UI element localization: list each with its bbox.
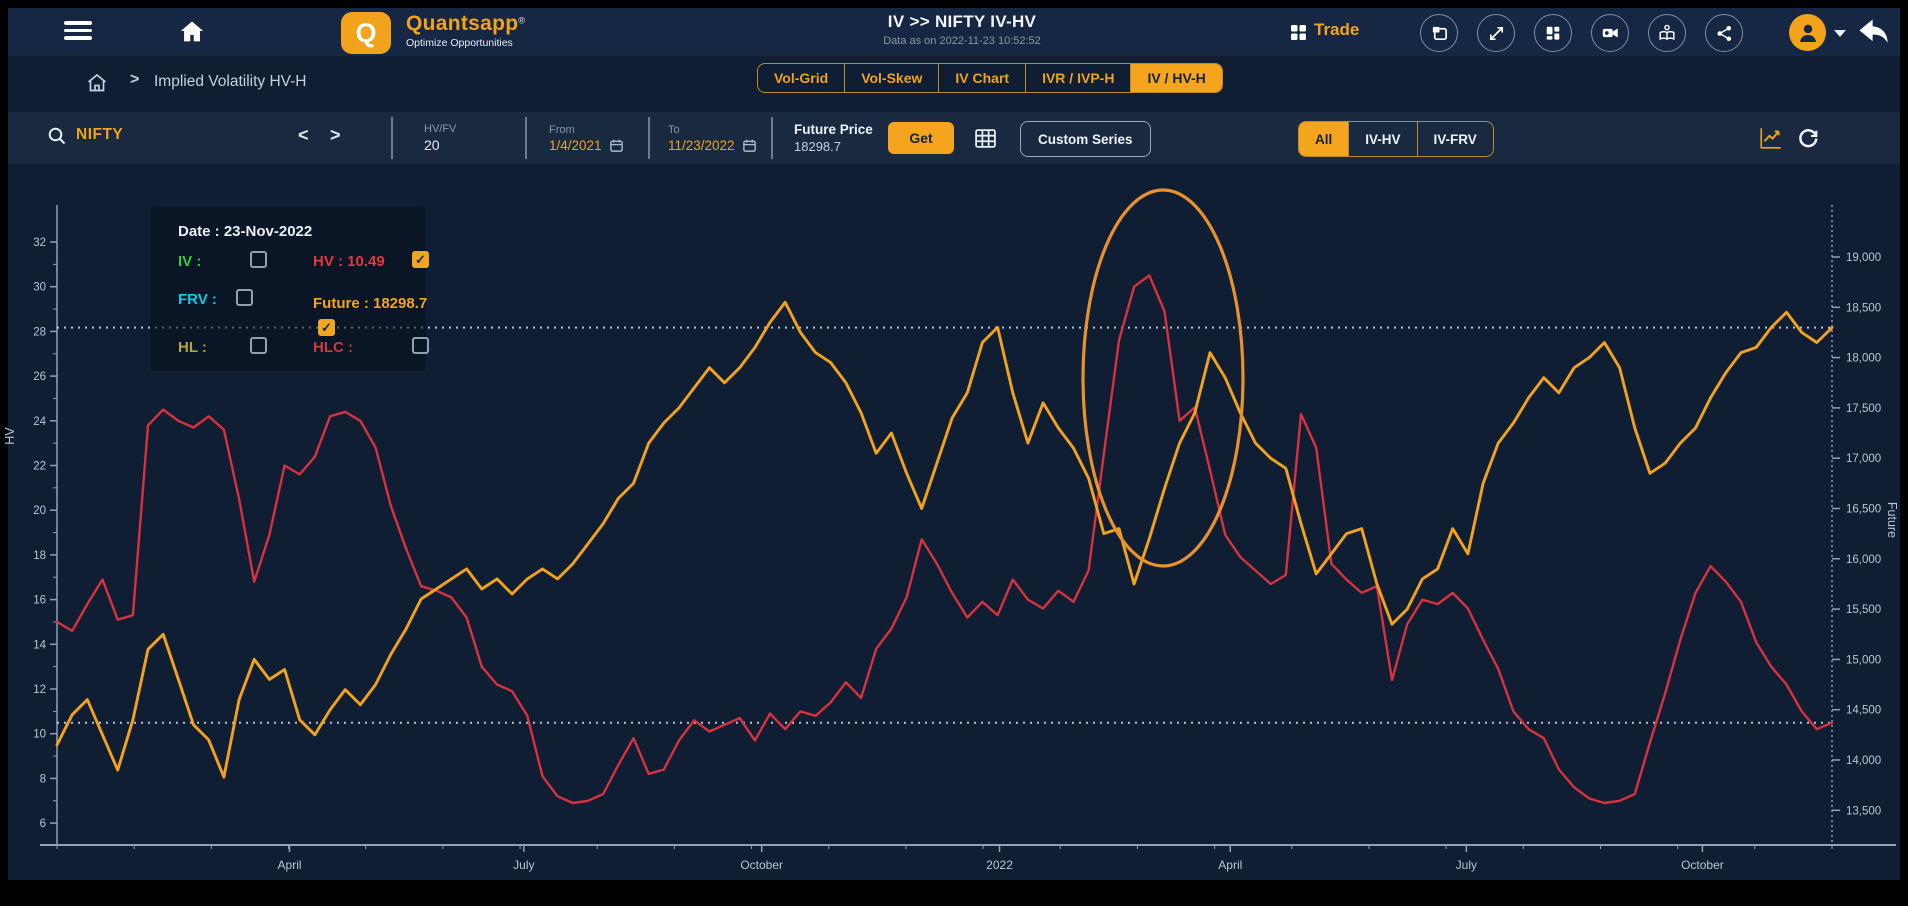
from-label: From [549, 123, 575, 136]
hlc-checkbox[interactable] [412, 337, 429, 354]
line-chart-icon[interactable] [1758, 125, 1784, 156]
get-button[interactable]: Get [888, 122, 954, 154]
brand-block: Quantsapp® Optimize Opportunities [406, 12, 525, 49]
from-date-value[interactable]: 1/4/2021 [549, 137, 602, 153]
quantsapp-logo[interactable]: Q [341, 12, 391, 54]
future-checkbox[interactable]: ✓ [318, 319, 335, 336]
breadcrumb: Implied Volatility HV-H [154, 73, 307, 90]
legend-frv-label: FRV : [178, 291, 217, 308]
toolbar-divider [525, 117, 527, 159]
from-date-field[interactable]: From 1/4/2021 [549, 112, 624, 164]
frv-checkbox[interactable] [236, 289, 253, 306]
profile-caret-icon[interactable] [1834, 30, 1846, 37]
prev-symbol-button[interactable]: < [298, 125, 309, 145]
toolbar-divider [391, 117, 393, 159]
apps-grid-icon[interactable] [1290, 24, 1307, 46]
profile-avatar[interactable] [1789, 14, 1826, 51]
tab-iv-chart[interactable]: IV Chart [939, 64, 1027, 92]
search-icon[interactable] [46, 125, 68, 152]
iv-checkbox[interactable] [250, 251, 267, 268]
trade-link[interactable]: Trade [1314, 20, 1360, 39]
to-date-field[interactable]: To 11/23/2022 [668, 112, 757, 164]
back-arrow-icon[interactable] [1856, 16, 1892, 53]
breadcrumb-home-icon[interactable] [85, 71, 109, 100]
legend-iv-label: IV : [178, 253, 202, 270]
resize-icon[interactable] [1477, 14, 1515, 52]
data-timestamp: Data as on 2022-11-23 10:52:52 [883, 35, 1041, 47]
toolbar-divider [648, 117, 650, 159]
future-price-value: 18298.7 [794, 139, 841, 154]
tab-iv-hv-h[interactable]: IV / HV-H [1131, 64, 1222, 92]
menu-icon[interactable] [64, 21, 92, 43]
legend-hl-label: HL : [178, 339, 207, 356]
home-icon[interactable] [178, 18, 206, 51]
toggle-all[interactable]: All [1299, 122, 1350, 156]
top-header: Q Quantsapp® Optimize Opportunities IV >… [8, 8, 1900, 56]
custom-series-button[interactable]: Custom Series [1020, 121, 1151, 157]
symbol-input[interactable]: NIFTY [76, 126, 124, 143]
hvfv-value[interactable]: 20 [424, 137, 440, 153]
table-view-icon[interactable] [974, 127, 997, 155]
calendar-icon[interactable] [609, 138, 624, 153]
share-icon[interactable] [1705, 14, 1743, 52]
tab-vol-grid[interactable]: Vol-Grid [758, 64, 846, 92]
page-header: IV >> NIFTY IV-HV Data as on 2022-11-23 … [662, 12, 1262, 47]
page-title: IV >> NIFTY IV-HV [887, 12, 1037, 31]
refresh-icon[interactable] [1796, 125, 1821, 155]
hvfv-field[interactable]: HV/FV 20 [424, 112, 456, 164]
legend-date: Date : 23-Nov-2022 [178, 223, 313, 240]
hl-checkbox[interactable] [250, 337, 267, 354]
to-label: To [668, 123, 680, 136]
breadcrumb-separator: > [130, 71, 140, 88]
hvfv-label: HV/FV [424, 123, 457, 135]
new-window-icon[interactable] [1420, 14, 1458, 52]
brand-reg: ® [518, 15, 526, 26]
future-price-field: Future Price 18298.7 [794, 112, 873, 164]
series-toggle: All IV-HV IV-FRV [1298, 121, 1494, 157]
to-date-value[interactable]: 11/23/2022 [668, 137, 735, 153]
toolbar-divider [771, 117, 773, 159]
tab-ivr-ivp-h[interactable]: IVR / IVP-H [1026, 64, 1132, 92]
learning-icon[interactable] [1648, 14, 1686, 52]
video-icon[interactable] [1591, 14, 1629, 52]
tab-vol-skew[interactable]: Vol-Skew [845, 64, 940, 92]
nav-row: > Implied Volatility HV-H Vol-Grid Vol-S… [8, 56, 1900, 112]
dashboard-icon[interactable] [1534, 14, 1572, 52]
hv-checkbox[interactable]: ✓ [412, 251, 429, 268]
future-price-label: Future Price [794, 122, 873, 137]
chart-legend: Date : 23-Nov-2022 IV : HV : 10.49 ✓ FRV… [150, 207, 429, 371]
brand-name: Quantsapp [406, 12, 519, 35]
toggle-iv-hv[interactable]: IV-HV [1349, 122, 1418, 156]
legend-hlc-label: HLC : [313, 339, 353, 356]
legend-hv-label: HV : 10.49 [313, 253, 385, 270]
toggle-iv-frv[interactable]: IV-FRV [1433, 131, 1477, 147]
brand-tagline: Optimize Opportunities [406, 37, 513, 49]
calendar-icon[interactable] [742, 138, 757, 153]
chart-toolbar: NIFTY < > HV/FV 20 From 1/4/2021 To 11/2… [8, 112, 1900, 164]
view-tabs: Vol-Grid Vol-Skew IV Chart IVR / IVP-H I… [757, 63, 1223, 93]
next-symbol-button[interactable]: > [330, 125, 341, 145]
legend-future-label: Future : 18298.7 [313, 295, 428, 312]
